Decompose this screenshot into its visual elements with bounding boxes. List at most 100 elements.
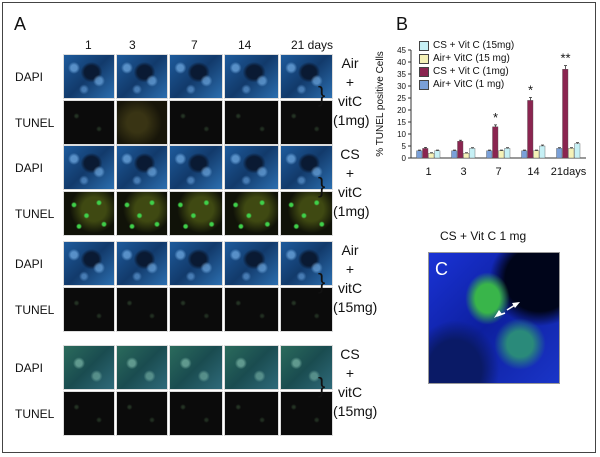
y-axis-label: % TUNEL positive Cells (375, 51, 386, 157)
tunel-micrograph (116, 287, 168, 332)
day-label: 7 (191, 38, 198, 52)
treatment-label-line: + (345, 74, 355, 90)
dapi-micrograph (169, 145, 223, 190)
micrograph-inset: C (428, 252, 560, 384)
legend-label: Air+ VitC (1 mg) (433, 79, 505, 90)
treatment-label-line: (1mg) (333, 203, 370, 219)
inset-title: CS + Vit C 1 mg (440, 229, 527, 243)
tunel-row-label: TUNEL (15, 303, 55, 317)
treatment-label-line: Air (341, 55, 359, 71)
bar (527, 100, 534, 159)
y-tick-label: 30 (397, 82, 406, 91)
tunel-micrograph (224, 100, 279, 145)
dapi-micrograph (116, 241, 168, 286)
tunel-micrograph (169, 100, 223, 145)
y-tick-label: 20 (397, 106, 406, 115)
dapi-micrograph (116, 345, 168, 390)
dapi-micrograph (280, 345, 333, 390)
treatment-label-line: Air (341, 242, 359, 258)
bar (434, 150, 441, 159)
bar (492, 126, 499, 159)
bar (568, 148, 575, 159)
dapi-micrograph (224, 145, 279, 190)
bar (504, 148, 511, 159)
dapi-row-label: DAPI (15, 361, 44, 375)
dapi-micrograph (224, 345, 279, 390)
significance-marker: ** (560, 51, 570, 66)
dapi-micrograph (169, 241, 223, 286)
tunel-micrograph (224, 287, 279, 332)
tunel-micrograph (280, 100, 333, 145)
treatment-label: CS + vitC (1mg) (333, 145, 370, 221)
treatment-label-line: vitC (337, 384, 363, 400)
panel-b-letter: B (396, 14, 409, 34)
bar (457, 140, 464, 159)
y-tick-label: 15 (397, 118, 406, 127)
bar (422, 148, 429, 159)
bar (428, 152, 435, 159)
dapi-micrograph (116, 145, 168, 190)
day-label: 1 (85, 38, 92, 52)
tunel-micrograph (63, 287, 115, 332)
treatment-label: Air + vitC (15mg) (333, 241, 377, 317)
brace-icon: } (318, 269, 326, 294)
dapi-micrograph (63, 145, 115, 190)
legend-swatch (419, 67, 429, 77)
dapi-row-label: DAPI (15, 70, 44, 84)
bar (451, 150, 458, 159)
bar (498, 150, 505, 159)
bar (416, 150, 423, 159)
dapi-micrograph (224, 241, 279, 286)
tunel-micrograph (63, 100, 115, 145)
panel-a-letter: A (14, 14, 27, 34)
dapi-micrograph (169, 345, 223, 390)
treatment-label-line: + (345, 365, 355, 381)
tunel-micrograph (224, 191, 279, 236)
day-label: 14 (238, 38, 252, 52)
dapi-micrograph (280, 241, 333, 286)
tunel-micrograph (63, 391, 115, 436)
legend-label: CS + Vit C (15mg) (433, 40, 515, 51)
bar (556, 148, 563, 159)
legend-swatch (419, 80, 429, 90)
bar (539, 145, 546, 159)
dapi-row-label: DAPI (15, 161, 44, 175)
dapi-micrograph (224, 54, 279, 99)
y-tick-label: 5 (402, 142, 407, 151)
bar (521, 150, 528, 159)
y-tick-label: 40 (397, 58, 406, 67)
tunel-micrograph (116, 391, 168, 436)
treatment-label-line: + (345, 261, 355, 277)
tunel-micrograph (280, 391, 333, 436)
day-label: 3 (129, 38, 136, 52)
treatment-label-line: vitC (337, 280, 363, 296)
treatment-label-line: vitC (337, 93, 363, 109)
bar (533, 150, 540, 159)
tunel-micrograph (224, 391, 279, 436)
significance-marker: * (528, 83, 533, 98)
tunel-micrograph (116, 100, 168, 145)
dapi-micrograph (63, 345, 115, 390)
y-tick-label: 10 (397, 130, 406, 139)
treatment-label-line: CS (340, 346, 360, 362)
brace-icon: } (318, 373, 326, 398)
treatment-label: CS + vitC (15mg) (333, 345, 378, 421)
dapi-micrograph (116, 54, 168, 99)
x-tick-label: 21days (551, 166, 587, 178)
treatment-label-line: (1mg) (333, 112, 370, 128)
tunel-micrograph (116, 191, 168, 236)
legend-swatch (419, 41, 429, 51)
bar (562, 69, 569, 159)
treatment-label-line: vitC (337, 184, 363, 200)
dapi-micrograph (280, 145, 333, 190)
bar (469, 148, 476, 159)
tunel-row-label: TUNEL (15, 116, 55, 130)
treatment-label-line: CS (340, 146, 360, 162)
tunel-micrograph (169, 287, 223, 332)
bar (463, 152, 470, 159)
treatment-label-line: (15mg) (333, 403, 378, 419)
dapi-micrograph (63, 241, 115, 286)
dapi-micrograph (169, 54, 223, 99)
tunel-micrograph (169, 191, 223, 236)
y-tick-label: 35 (397, 70, 406, 79)
